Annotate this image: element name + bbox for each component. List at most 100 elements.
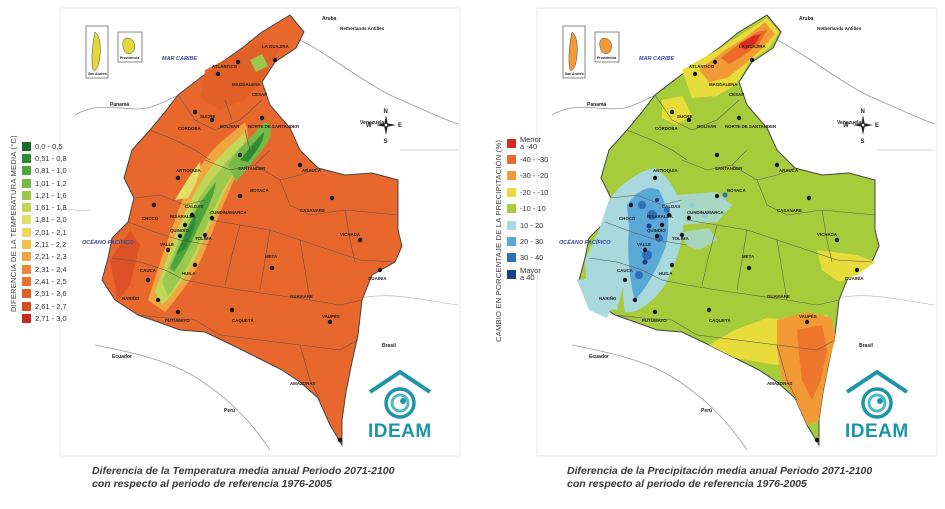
dept-label: NARIÑO bbox=[599, 296, 617, 301]
legend-item: Mayor a 40 bbox=[507, 266, 548, 282]
legend-label: 1,01 - 1,2 bbox=[35, 178, 67, 188]
legend-item: 20 - 30 bbox=[507, 233, 548, 249]
legend-item: 1,21 - 1,6 bbox=[22, 189, 67, 201]
legend-title: CAMBIO EN PORCENTAJE DE LA PRECIPITACIÓN… bbox=[494, 139, 503, 342]
legend-item: 2,51 - 2,6 bbox=[22, 288, 67, 300]
dept-label: ARAUCA bbox=[302, 168, 322, 173]
country-label: Aruba bbox=[322, 16, 337, 22]
dept-label: PUTUMAYO bbox=[642, 318, 667, 323]
legend-item: Menor a -40 bbox=[507, 135, 548, 151]
legend-label: 0,51 - 0,8 bbox=[35, 153, 67, 163]
dept-label: LA GUAJIRA bbox=[262, 44, 289, 49]
country-label: Netherlands Antilles bbox=[817, 26, 862, 31]
legend-label: 2,31 - 2,4 bbox=[35, 264, 67, 274]
dept-label: SANTANDER bbox=[715, 166, 743, 171]
dept-label: CASANARE bbox=[777, 208, 802, 213]
sea-label-caribe: MAR CARIBE bbox=[639, 56, 674, 62]
dept-label: SUCRE bbox=[200, 114, 215, 119]
legend-swatch bbox=[507, 155, 516, 165]
compass-rose-icon: N S E W bbox=[366, 109, 402, 145]
dept-label: LA GUAJIRA bbox=[739, 44, 766, 49]
country-label: Aruba bbox=[799, 16, 814, 22]
dept-label: CUNDINAMARCA bbox=[687, 210, 724, 215]
legend-item: 1,61 - 1,8 bbox=[22, 201, 67, 213]
dept-label: GUAVIARE bbox=[767, 294, 790, 299]
legend-item: 2,41 - 2,5 bbox=[22, 275, 67, 287]
legend-label: Mayor bbox=[520, 265, 541, 275]
map-caption: Diferencia de la Temperatura media anual… bbox=[92, 465, 395, 490]
legend-item: -20 - -10 bbox=[507, 184, 548, 200]
legend-swatch bbox=[507, 171, 516, 181]
svg-text:N: N bbox=[861, 109, 865, 115]
dept-label: CÓRDOBA bbox=[655, 126, 679, 131]
dept-label: ARAUCA bbox=[779, 168, 799, 173]
dept-label: TOLIMA bbox=[195, 236, 213, 241]
svg-text:W: W bbox=[843, 123, 849, 129]
dept-label: CASANARE bbox=[300, 208, 325, 213]
dept-label: MAGDALENA bbox=[232, 82, 261, 87]
temperature-legend: 0,0 - 0,5 0,51 - 0,8 0,81 - 1,0 1,01 - 1,2 1… bbox=[22, 140, 67, 324]
ideam-wordmark: IDEAM bbox=[368, 421, 432, 442]
dept-label: VICHADA bbox=[340, 232, 361, 237]
legend-label: 2,71 - 3,0 bbox=[35, 313, 67, 323]
dept-label: VICHADA bbox=[817, 232, 838, 237]
country-label: Brasil bbox=[859, 343, 874, 349]
dept-label: BOYACÁ bbox=[727, 188, 746, 193]
country-label: Perú bbox=[701, 408, 712, 414]
dept-label: CAQUETÁ bbox=[709, 318, 732, 323]
legend-label: 2,21 - 2,3 bbox=[35, 252, 67, 262]
temperature-map: LA GUAJIRA ATLÁNTICO MAGDALENA CESAR SUC… bbox=[59, 7, 461, 457]
legend-swatch bbox=[22, 141, 31, 151]
legend-title: DIFERENCIA DE LA TEMPERATURA MEDIA (°C) bbox=[9, 135, 18, 312]
dept-label: ANTIOQUIA bbox=[653, 168, 678, 173]
dept-label: CESAR bbox=[729, 92, 745, 97]
dept-label: CAUCA bbox=[617, 268, 634, 273]
legend-label: 2,41 - 2,5 bbox=[35, 276, 67, 286]
precipitation-map: LA GUAJIRA ATLÁNTICO MAGDALENA CESAR SUC… bbox=[536, 7, 938, 457]
legend-item: -30 - -20 bbox=[507, 168, 548, 184]
legend-item: 1,01 - 1,2 bbox=[22, 177, 67, 189]
dept-label: CUNDINAMARCA bbox=[210, 210, 247, 215]
dept-label: HUILA bbox=[659, 271, 673, 276]
sea-label-caribe: MAR CARIBE bbox=[162, 56, 197, 62]
country-label: Brasil bbox=[382, 343, 397, 349]
dept-label: QUINDÍO bbox=[170, 228, 189, 233]
dept-label: VALLE bbox=[637, 242, 651, 247]
legend-label: 2,01 - 2,1 bbox=[35, 227, 67, 237]
country-label: Venezuela bbox=[360, 120, 384, 126]
country-label: Ecuador bbox=[112, 354, 132, 360]
inset-label: San Andrés bbox=[88, 72, 107, 76]
dept-label: VAUPÉS bbox=[799, 314, 817, 319]
dept-label: CHOCÓ bbox=[142, 216, 159, 221]
legend-item: 0,51 - 0,8 bbox=[22, 152, 67, 164]
legend-label: a 40 bbox=[520, 273, 535, 283]
ideam-wordmark: IDEAM bbox=[845, 421, 909, 442]
svg-text:S: S bbox=[861, 139, 865, 145]
legend-item: 2,71 - 3,0 bbox=[22, 312, 67, 324]
country-label: Panamá bbox=[110, 102, 129, 108]
dept-label: CAUCA bbox=[140, 268, 157, 273]
legend-label: 2,51 - 2,6 bbox=[35, 289, 67, 299]
dept-label: GUAVIARE bbox=[290, 294, 313, 299]
legend-item: 2,21 - 2,3 bbox=[22, 251, 67, 263]
legend-swatch bbox=[507, 237, 516, 247]
legend-swatch bbox=[22, 153, 31, 163]
legend-swatch bbox=[507, 220, 516, 230]
svg-text:N: N bbox=[384, 109, 388, 115]
legend-swatch bbox=[22, 166, 31, 176]
dept-label: NARIÑO bbox=[122, 296, 140, 301]
legend-label: 10 - 20 bbox=[520, 220, 544, 230]
dept-label: SUCRE bbox=[677, 114, 692, 119]
legend-label: 0,81 - 1,0 bbox=[35, 166, 67, 176]
country-label: Netherlands Antilles bbox=[340, 26, 385, 31]
dept-label: CHOCÓ bbox=[619, 216, 636, 221]
dept-label: BOLÍVAR bbox=[697, 124, 717, 129]
dept-label: VALLE bbox=[160, 242, 174, 247]
legend-swatch bbox=[22, 264, 31, 274]
legend-swatch bbox=[22, 178, 31, 188]
legend-label: 1,61 - 1,8 bbox=[35, 203, 67, 213]
dept-label: TOLIMA bbox=[672, 236, 690, 241]
inset-label: Providencia bbox=[597, 56, 616, 60]
ideam-logo bbox=[368, 369, 432, 419]
country-label: Perú bbox=[224, 408, 235, 414]
